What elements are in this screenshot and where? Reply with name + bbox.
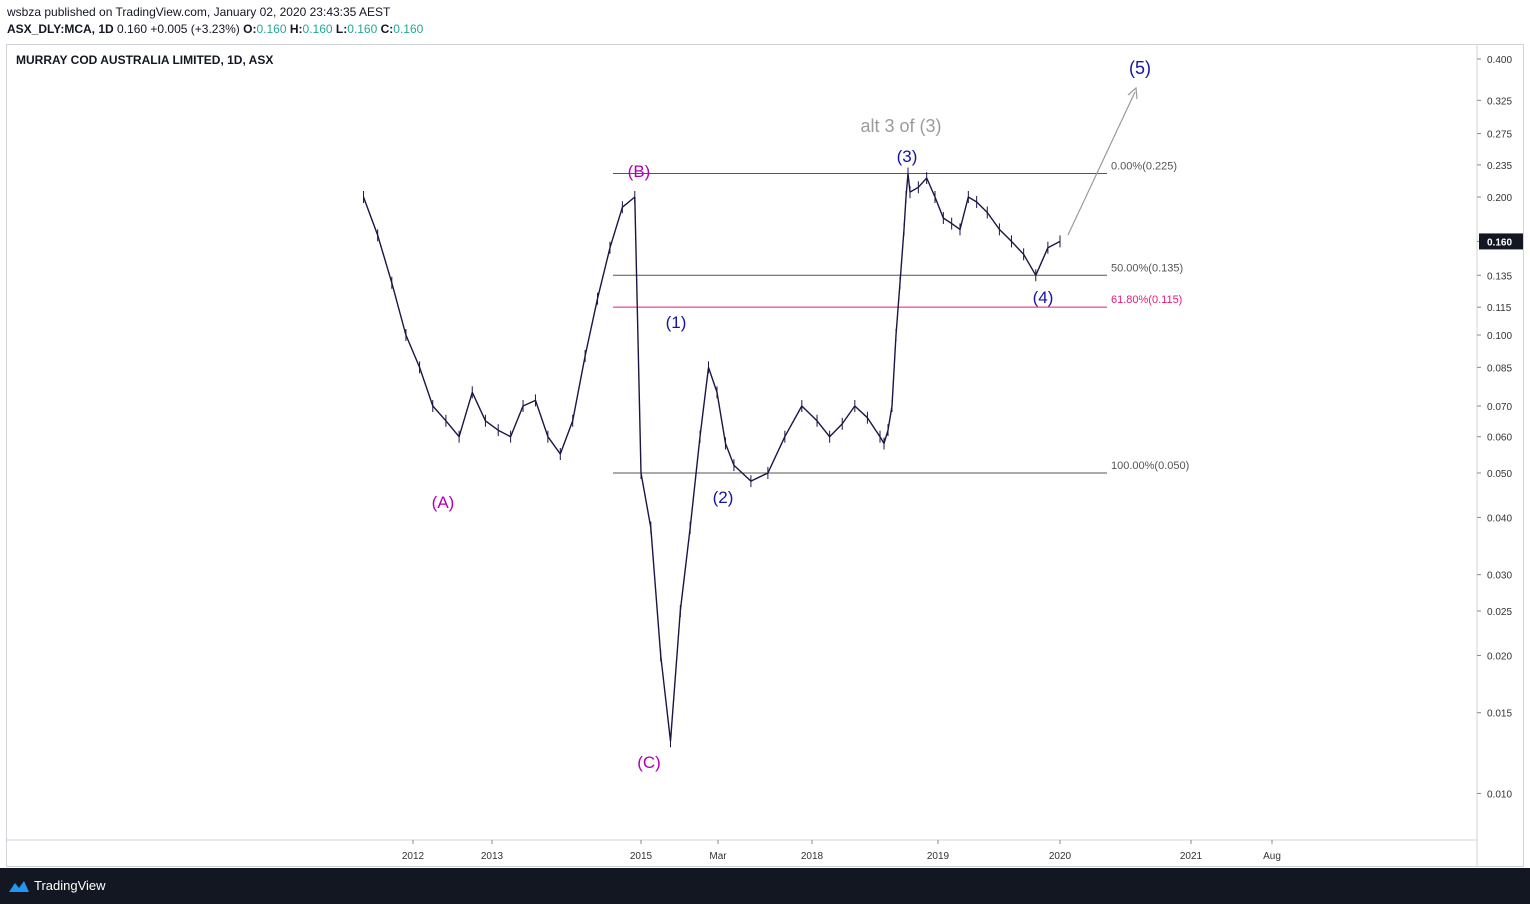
wave-annotations[interactable]: (A) (B) (C) (1) (2) (3) (4) (5) alt 3 of (3) xyxy=(432,58,1151,772)
x-tick-label: Aug xyxy=(1263,851,1281,862)
low-value: 0.160 xyxy=(347,22,378,36)
wave-label-B: (B) xyxy=(628,162,651,181)
symbol-label: ASX_DLY:MCA, 1D xyxy=(7,22,114,36)
open-value: 0.160 xyxy=(256,22,287,36)
wave-label-C: (C) xyxy=(637,753,661,772)
low-label: L: xyxy=(335,22,348,36)
chart-title: MURRAY COD AUSTRALIA LIMITED, 1D, ASX xyxy=(16,53,273,67)
wave-label-w5: (5) xyxy=(1129,58,1151,78)
y-tick-label: 0.275 xyxy=(1487,130,1512,141)
arrow-head xyxy=(1127,86,1138,100)
y-tick-label: 0.025 xyxy=(1487,607,1512,618)
close-label: C: xyxy=(380,22,394,36)
open-label: O: xyxy=(243,22,257,36)
last-price: 0.160 xyxy=(117,22,148,36)
wave-label-w3: (3) xyxy=(897,147,918,166)
y-tick-label: 0.010 xyxy=(1487,789,1512,800)
wave-label-w2: (2) xyxy=(713,488,734,507)
price-axis[interactable]: 0.400 0.325 0.275 0.235 0.200 0.160 0.135 0.115… xyxy=(1477,55,1523,800)
y-tick-label: 0.100 xyxy=(1487,331,1512,342)
y-tick-label: 0.325 xyxy=(1487,96,1512,107)
y-tick-label: 0.135 xyxy=(1487,271,1512,282)
x-tick-label: 2021 xyxy=(1180,851,1203,862)
x-tick-label: 2012 xyxy=(402,851,425,862)
chart-pane[interactable] xyxy=(6,44,1524,867)
wave-label-alt: alt 3 of (3) xyxy=(860,116,941,136)
projection-arrow xyxy=(1067,91,1136,236)
time-axis[interactable]: 2012 2013 2015 Mar 2018 2019 2020 2021 Aug xyxy=(402,840,1281,862)
price-series xyxy=(362,167,1061,748)
current-price-label: 0.160 xyxy=(1487,237,1512,248)
y-tick-label: 0.040 xyxy=(1487,513,1512,524)
x-tick-label: 2020 xyxy=(1049,851,1072,862)
y-tick-label: 0.200 xyxy=(1487,193,1512,204)
price-chart[interactable]: 0.00%(0.225) 50.00%(0.135) 61.80%(0.115) 10… xyxy=(0,0,1530,868)
change-value: +0.005 (+3.23%) xyxy=(150,22,240,36)
y-tick-label: 0.235 xyxy=(1487,161,1512,172)
wave-label-A: (A) xyxy=(432,493,455,512)
y-tick-label: 0.400 xyxy=(1487,55,1512,66)
x-tick-label: 2013 xyxy=(481,851,504,862)
y-tick-label: 0.015 xyxy=(1487,709,1512,720)
price-line xyxy=(362,173,1061,742)
tradingview-logo-icon xyxy=(9,881,29,892)
high-label: H: xyxy=(289,22,303,36)
brand-label[interactable]: TradingView xyxy=(34,878,106,893)
footer-bar: TradingView xyxy=(0,868,1530,904)
fib-label: 0.00%(0.225) xyxy=(1111,161,1177,173)
y-tick-label: 0.050 xyxy=(1487,469,1512,480)
y-tick-label: 0.020 xyxy=(1487,651,1512,662)
y-tick-label: 0.070 xyxy=(1487,402,1512,413)
x-tick-label: 2015 xyxy=(630,851,653,862)
symbol-ohlc-row: ASX_DLY:MCA, 1D 0.160 +0.005 (+3.23%) O:… xyxy=(7,22,423,36)
y-tick-label: 0.115 xyxy=(1487,303,1512,314)
x-tick-label: 2018 xyxy=(801,851,824,862)
published-info: wsbza published on TradingView.com, Janu… xyxy=(7,5,391,19)
high-value: 0.160 xyxy=(302,22,333,36)
y-tick-label: 0.085 xyxy=(1487,363,1512,374)
wave-label-w4: (4) xyxy=(1033,288,1054,307)
y-tick-label: 0.030 xyxy=(1487,571,1512,582)
fib-retracement[interactable]: 0.00%(0.225) 50.00%(0.135) 61.80%(0.115) 10… xyxy=(613,161,1189,474)
y-tick-label: 0.060 xyxy=(1487,433,1512,444)
x-tick-label: 2019 xyxy=(927,851,950,862)
x-tick-label: Mar xyxy=(709,851,727,862)
current-price-tag xyxy=(1479,233,1523,250)
fib-label: 100.00%(0.050) xyxy=(1111,460,1189,472)
close-value: 0.160 xyxy=(393,22,424,36)
wave-label-w1: (1) xyxy=(666,313,687,332)
fib-label: 61.80%(0.115) xyxy=(1111,294,1182,306)
fib-label: 50.00%(0.135) xyxy=(1111,262,1183,274)
